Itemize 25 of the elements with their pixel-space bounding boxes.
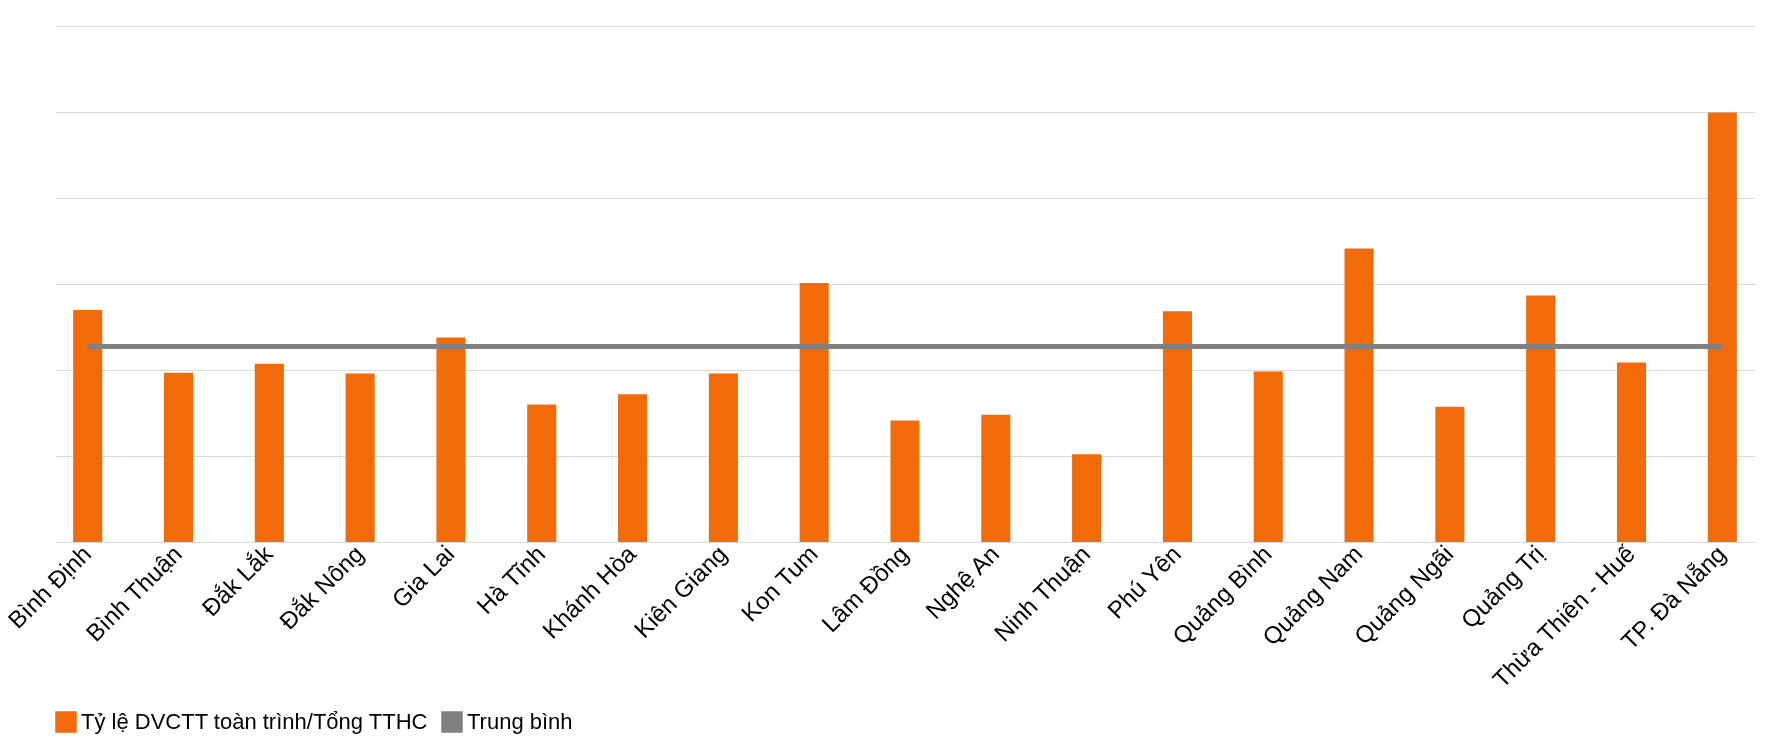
bar <box>163 372 194 542</box>
legend-label: Trung bình <box>467 709 573 734</box>
bar <box>1435 406 1465 542</box>
bar <box>527 404 557 542</box>
x-tick-label: Phú Yên <box>1102 539 1186 624</box>
bar <box>254 363 284 542</box>
bar <box>1162 311 1192 542</box>
bar <box>890 420 920 542</box>
bar <box>73 310 103 542</box>
x-tick-label: Gia Lai <box>386 539 460 613</box>
bar <box>345 373 375 542</box>
bar <box>799 282 829 542</box>
bar <box>436 337 466 542</box>
bar <box>708 373 738 542</box>
legend-label: Tỷ lệ DVCTT toàn trình/Tổng TTHC <box>81 709 428 734</box>
bar <box>981 414 1011 542</box>
bar <box>1526 295 1556 542</box>
bar <box>1253 371 1283 542</box>
bar <box>1707 112 1737 542</box>
bar <box>618 394 648 542</box>
bar <box>1072 454 1102 542</box>
x-tick-label: Hà Tĩnh <box>471 539 551 620</box>
x-tick-label: Đắk Lắk <box>196 539 279 622</box>
bar <box>1616 362 1647 542</box>
bar <box>1344 248 1374 542</box>
